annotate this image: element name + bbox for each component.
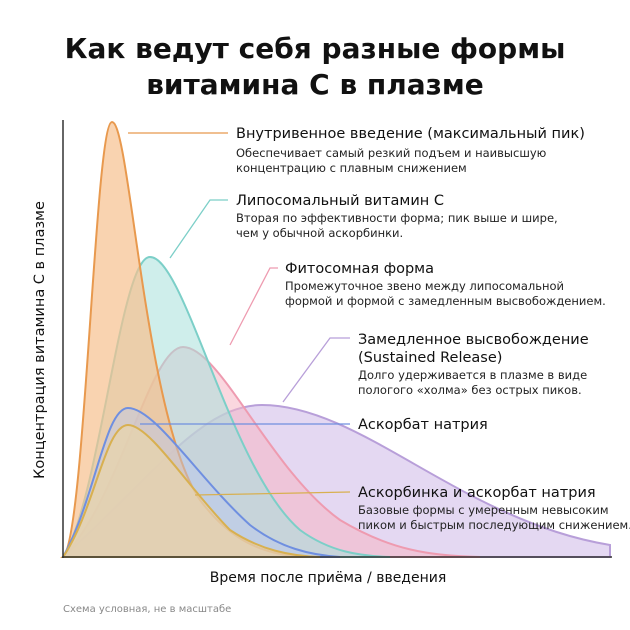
annotation-heading: (Sustained Release) [358, 350, 502, 366]
annotations: Внутривенное введение (максимальный пик)… [236, 126, 630, 532]
leader-line [194, 491, 351, 496]
annotation-text: Базовые формы с умеренным невысоким [358, 503, 609, 517]
leader-line [169, 199, 228, 259]
footnote: Схема условная, не в масштабе [63, 604, 231, 615]
annotation-text: Вторая по эффективности форма; пик выше … [236, 211, 558, 225]
annotation-text: Обеспечивает самый резкий подъем и наивы… [236, 146, 547, 160]
annotation-text: чем у обычной аскорбинки. [236, 226, 403, 240]
annotation-heading: Аскорбинка и аскорбат натрия [358, 485, 596, 501]
annotation-heading: Липосомальный витамин С [236, 193, 444, 209]
curve-ascorbic [61, 423, 321, 558]
annotation-text: Промежуточное звено между липосомальной [285, 279, 564, 293]
x-axis-label: Время после приёма / введения [210, 570, 447, 586]
annotation-text: пиком и быстрым последующим снижением. [358, 518, 630, 532]
title: витамина С в плазме [146, 68, 484, 101]
leader-line [229, 267, 278, 346]
y-axis-label: Концентрация витамина С в плазме [32, 201, 48, 479]
annotation-heading: Внутривенное введение (максимальный пик) [236, 126, 585, 142]
annotation-text: пологого «холма» без острых пиков. [358, 383, 582, 397]
leader-line [282, 337, 350, 403]
curves [60, 120, 611, 558]
annotation-heading: Замедленное высвобождение [358, 332, 589, 348]
annotation-text: Долго удерживается в плазме в виде [358, 368, 587, 382]
annotation-text: формой и формой с замедленным высвобожде… [285, 294, 606, 308]
annotation-heading: Аскорбат натрия [358, 417, 488, 433]
annotation-heading: Фитосомная форма [285, 261, 434, 277]
title: Как ведут себя разные формы [65, 32, 566, 65]
leaders [128, 132, 351, 496]
annotation-text: концентрацию с плавным снижением [236, 161, 467, 175]
